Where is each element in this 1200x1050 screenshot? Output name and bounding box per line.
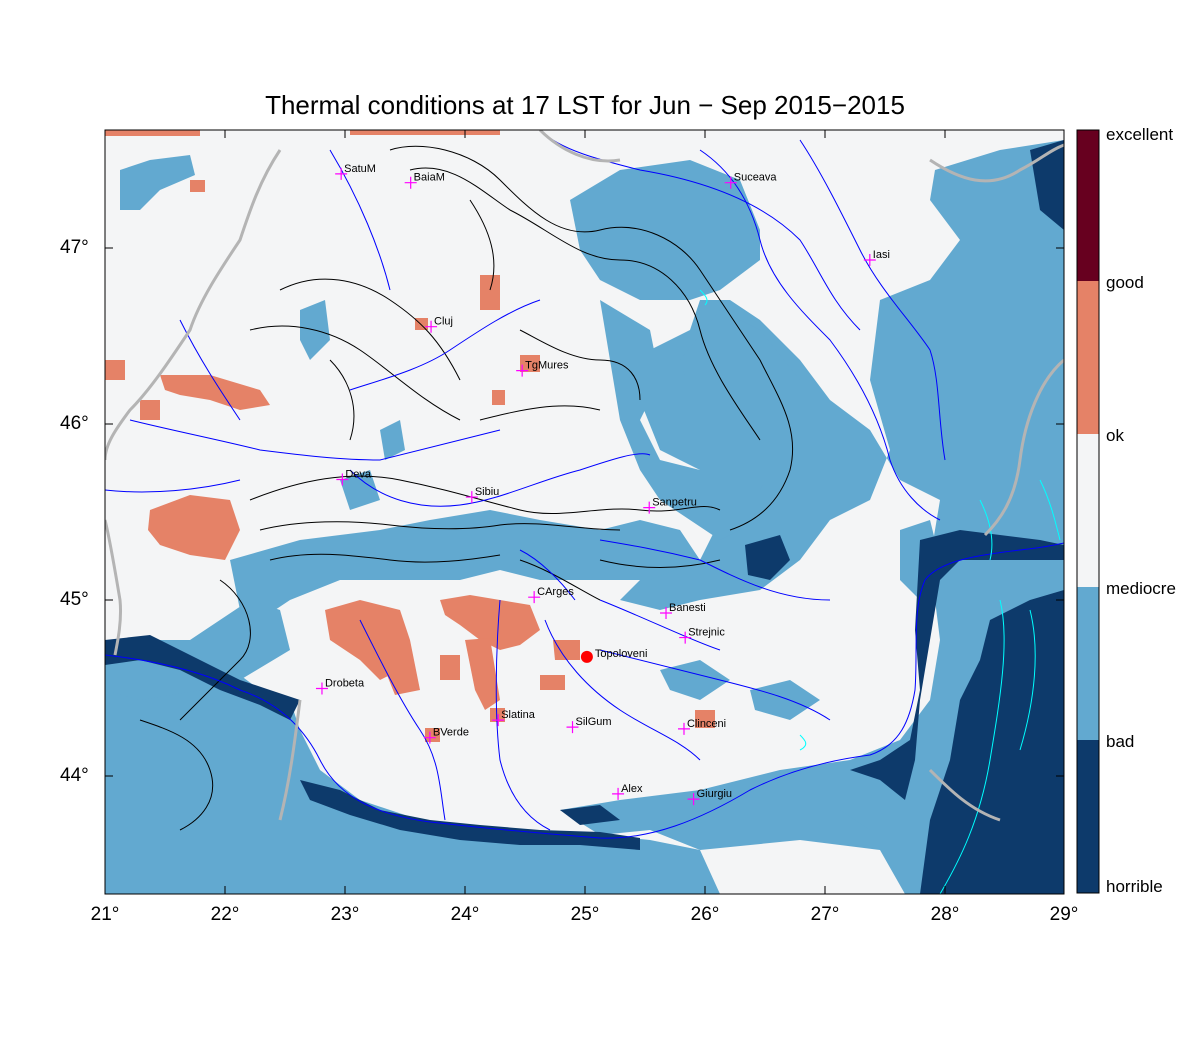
lon-tick-label: 28° <box>930 904 960 925</box>
city-label: Drobeta <box>325 678 365 690</box>
highlight-site: Topoloveni <box>580 648 648 663</box>
city-marker-icon <box>677 722 690 735</box>
good-regions <box>105 130 715 742</box>
city-marker-icon <box>492 714 505 727</box>
lon-tick-label: 21° <box>90 904 120 925</box>
city-label: TgMures <box>525 360 569 372</box>
city-label: Giurgiu <box>697 788 732 800</box>
city-marker-icon <box>516 364 529 377</box>
country-borders <box>105 130 1064 822</box>
city-marker-icon <box>643 501 656 514</box>
city-label: Alex <box>621 783 643 795</box>
city-marker-icon <box>404 176 417 189</box>
lon-tick-label: 26° <box>690 904 720 925</box>
city-label: Cluj <box>434 316 453 328</box>
terrain-contours <box>139 145 794 831</box>
colorbar-label-excellent: excellent <box>1106 125 1174 144</box>
city-marker-icon <box>465 491 478 504</box>
city-label: Sibiu <box>475 486 499 498</box>
colorbar-label-good: good <box>1106 273 1144 292</box>
city-label: Suceava <box>734 172 778 184</box>
colorbar-label-mediocre: mediocre <box>1106 579 1176 598</box>
lat-tick-label: 44° <box>60 765 89 786</box>
city-marker-icon <box>679 631 692 644</box>
city-marker-icon <box>335 167 348 180</box>
city-label: BVerde <box>433 727 469 739</box>
mediocre-regions <box>105 140 1064 894</box>
bad-regions <box>105 140 1064 894</box>
lon-tick-label: 24° <box>450 904 480 925</box>
city-label: SatuM <box>344 163 376 175</box>
city-marker-icon <box>315 682 328 695</box>
city-label: Slatina <box>501 709 536 721</box>
city-label: Iasi <box>873 249 890 261</box>
colorbar-label-ok: ok <box>1106 426 1124 445</box>
city-label: Clinceni <box>687 718 726 730</box>
colorbar-label-bad: bad <box>1106 732 1135 751</box>
city-marker-icon <box>687 793 700 806</box>
lat-tick-label: 46° <box>60 413 89 434</box>
colorbar <box>1076 129 1100 894</box>
city-marker-icon <box>336 473 349 486</box>
lon-tick-label: 29° <box>1049 904 1079 925</box>
city-marker-icon <box>528 591 541 604</box>
site-label: Topoloveni <box>595 648 648 660</box>
city-label: Strejnic <box>688 627 725 639</box>
city-label: BaiaM <box>414 172 445 184</box>
colorbar-label-horrible: horrible <box>1106 877 1163 896</box>
site-marker-icon <box>580 650 593 663</box>
city-marker-icon <box>863 253 876 266</box>
city-label: CArges <box>537 586 574 598</box>
lat-tick-label: 47° <box>60 237 89 258</box>
map-title: Thermal conditions at 17 LST for Jun − S… <box>265 90 905 120</box>
lon-tick-label: 22° <box>210 904 240 925</box>
city-markers: SatuM BaiaM Suceava Iasi Cluj TgMures Deva Sibi… <box>315 163 890 806</box>
lon-tick-label: 25° <box>570 904 600 925</box>
city-label: Sanpetru <box>652 497 697 509</box>
city-marker-icon <box>660 606 673 619</box>
city-marker-icon <box>425 320 438 333</box>
city-marker-icon <box>566 721 579 734</box>
colorbar-mediocre <box>1077 587 1099 740</box>
colorbar-ok <box>1077 434 1099 587</box>
lon-tick-label: 27° <box>810 904 840 925</box>
lon-tick-label: 23° <box>330 904 360 925</box>
city-label: Banesti <box>669 602 706 614</box>
colorbar-excellent <box>1077 130 1099 281</box>
city-marker-icon <box>724 176 737 189</box>
colorbar-bad <box>1077 740 1099 893</box>
axis-ticks <box>105 130 1064 894</box>
lat-tick-label: 45° <box>60 589 89 610</box>
city-marker-icon <box>423 731 436 744</box>
colorbar-good <box>1077 281 1099 434</box>
city-label: Deva <box>345 469 372 481</box>
city-label: SilGum <box>576 716 612 728</box>
city-marker-icon <box>612 787 625 800</box>
